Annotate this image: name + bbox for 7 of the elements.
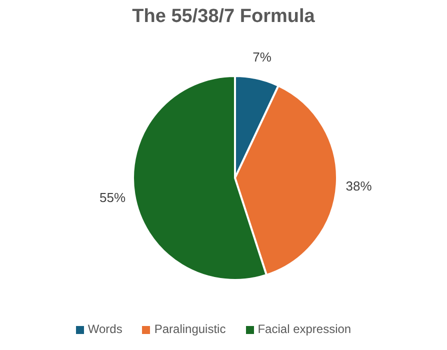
legend-label: Facial expression xyxy=(258,322,352,336)
data-label: 55% xyxy=(100,190,126,205)
data-label: 7% xyxy=(252,49,272,64)
chart-title: The 55/38/7 Formula xyxy=(131,6,316,28)
legend-label: Words xyxy=(88,322,122,336)
legend-label: Paralinguistic xyxy=(154,322,226,336)
data-label: 38% xyxy=(346,178,372,194)
